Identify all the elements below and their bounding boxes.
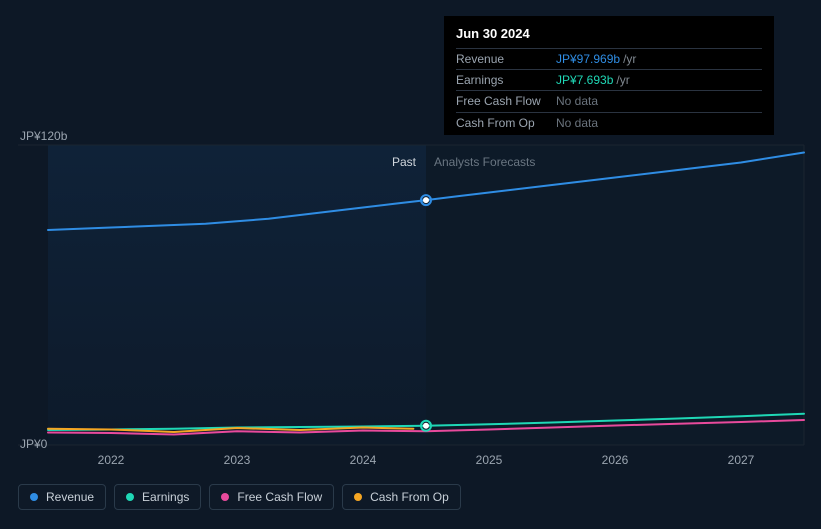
legend-dot-icon — [30, 493, 38, 501]
x-axis-label: 2024 — [350, 453, 377, 467]
y-axis-label: JP¥0 — [20, 437, 47, 451]
tooltip-row-label: Cash From Op — [456, 116, 556, 130]
tooltip-row: Cash From OpNo data — [456, 112, 762, 133]
tooltip-row-label: Free Cash Flow — [456, 94, 556, 108]
tooltip-row-nodata: No data — [556, 116, 598, 130]
legend-label: Revenue — [46, 490, 94, 504]
forecast-section-label: Analysts Forecasts — [434, 155, 535, 169]
x-axis-label: 2023 — [224, 453, 251, 467]
y-axis-label: JP¥120b — [20, 129, 67, 143]
legend-label: Cash From Op — [370, 490, 449, 504]
tooltip-row: Free Cash FlowNo data — [456, 90, 762, 111]
legend-label: Earnings — [142, 490, 189, 504]
tooltip-row: EarningsJP¥7.693b/yr — [456, 69, 762, 90]
legend-label: Free Cash Flow — [237, 490, 322, 504]
x-axis-label: 2022 — [98, 453, 125, 467]
x-axis-label: 2025 — [476, 453, 503, 467]
tooltip-date: Jun 30 2024 — [456, 24, 762, 48]
legend-item-revenue[interactable]: Revenue — [18, 484, 106, 510]
legend-dot-icon — [354, 493, 362, 501]
legend-item-cash-from-op[interactable]: Cash From Op — [342, 484, 461, 510]
tooltip-row-suffix: /yr — [616, 73, 629, 87]
legend-item-earnings[interactable]: Earnings — [114, 484, 201, 510]
tooltip-row-value: JP¥97.969b — [556, 52, 620, 66]
chart-legend: Revenue Earnings Free Cash Flow Cash From O… — [18, 484, 461, 510]
tooltip-row-label: Revenue — [456, 52, 556, 66]
legend-item-free-cash-flow[interactable]: Free Cash Flow — [209, 484, 334, 510]
tooltip-row-label: Earnings — [456, 73, 556, 87]
past-section-label: Past — [392, 155, 416, 169]
tooltip-row-nodata: No data — [556, 94, 598, 108]
legend-dot-icon — [126, 493, 134, 501]
chart-tooltip: Jun 30 2024 RevenueJP¥97.969b/yrEarnings… — [444, 16, 774, 135]
tooltip-row-suffix: /yr — [623, 52, 636, 66]
tooltip-row: RevenueJP¥97.969b/yr — [456, 48, 762, 69]
x-axis-label: 2027 — [728, 453, 755, 467]
tooltip-row-value: JP¥7.693b — [556, 73, 613, 87]
legend-dot-icon — [221, 493, 229, 501]
x-axis-label: 2026 — [602, 453, 629, 467]
